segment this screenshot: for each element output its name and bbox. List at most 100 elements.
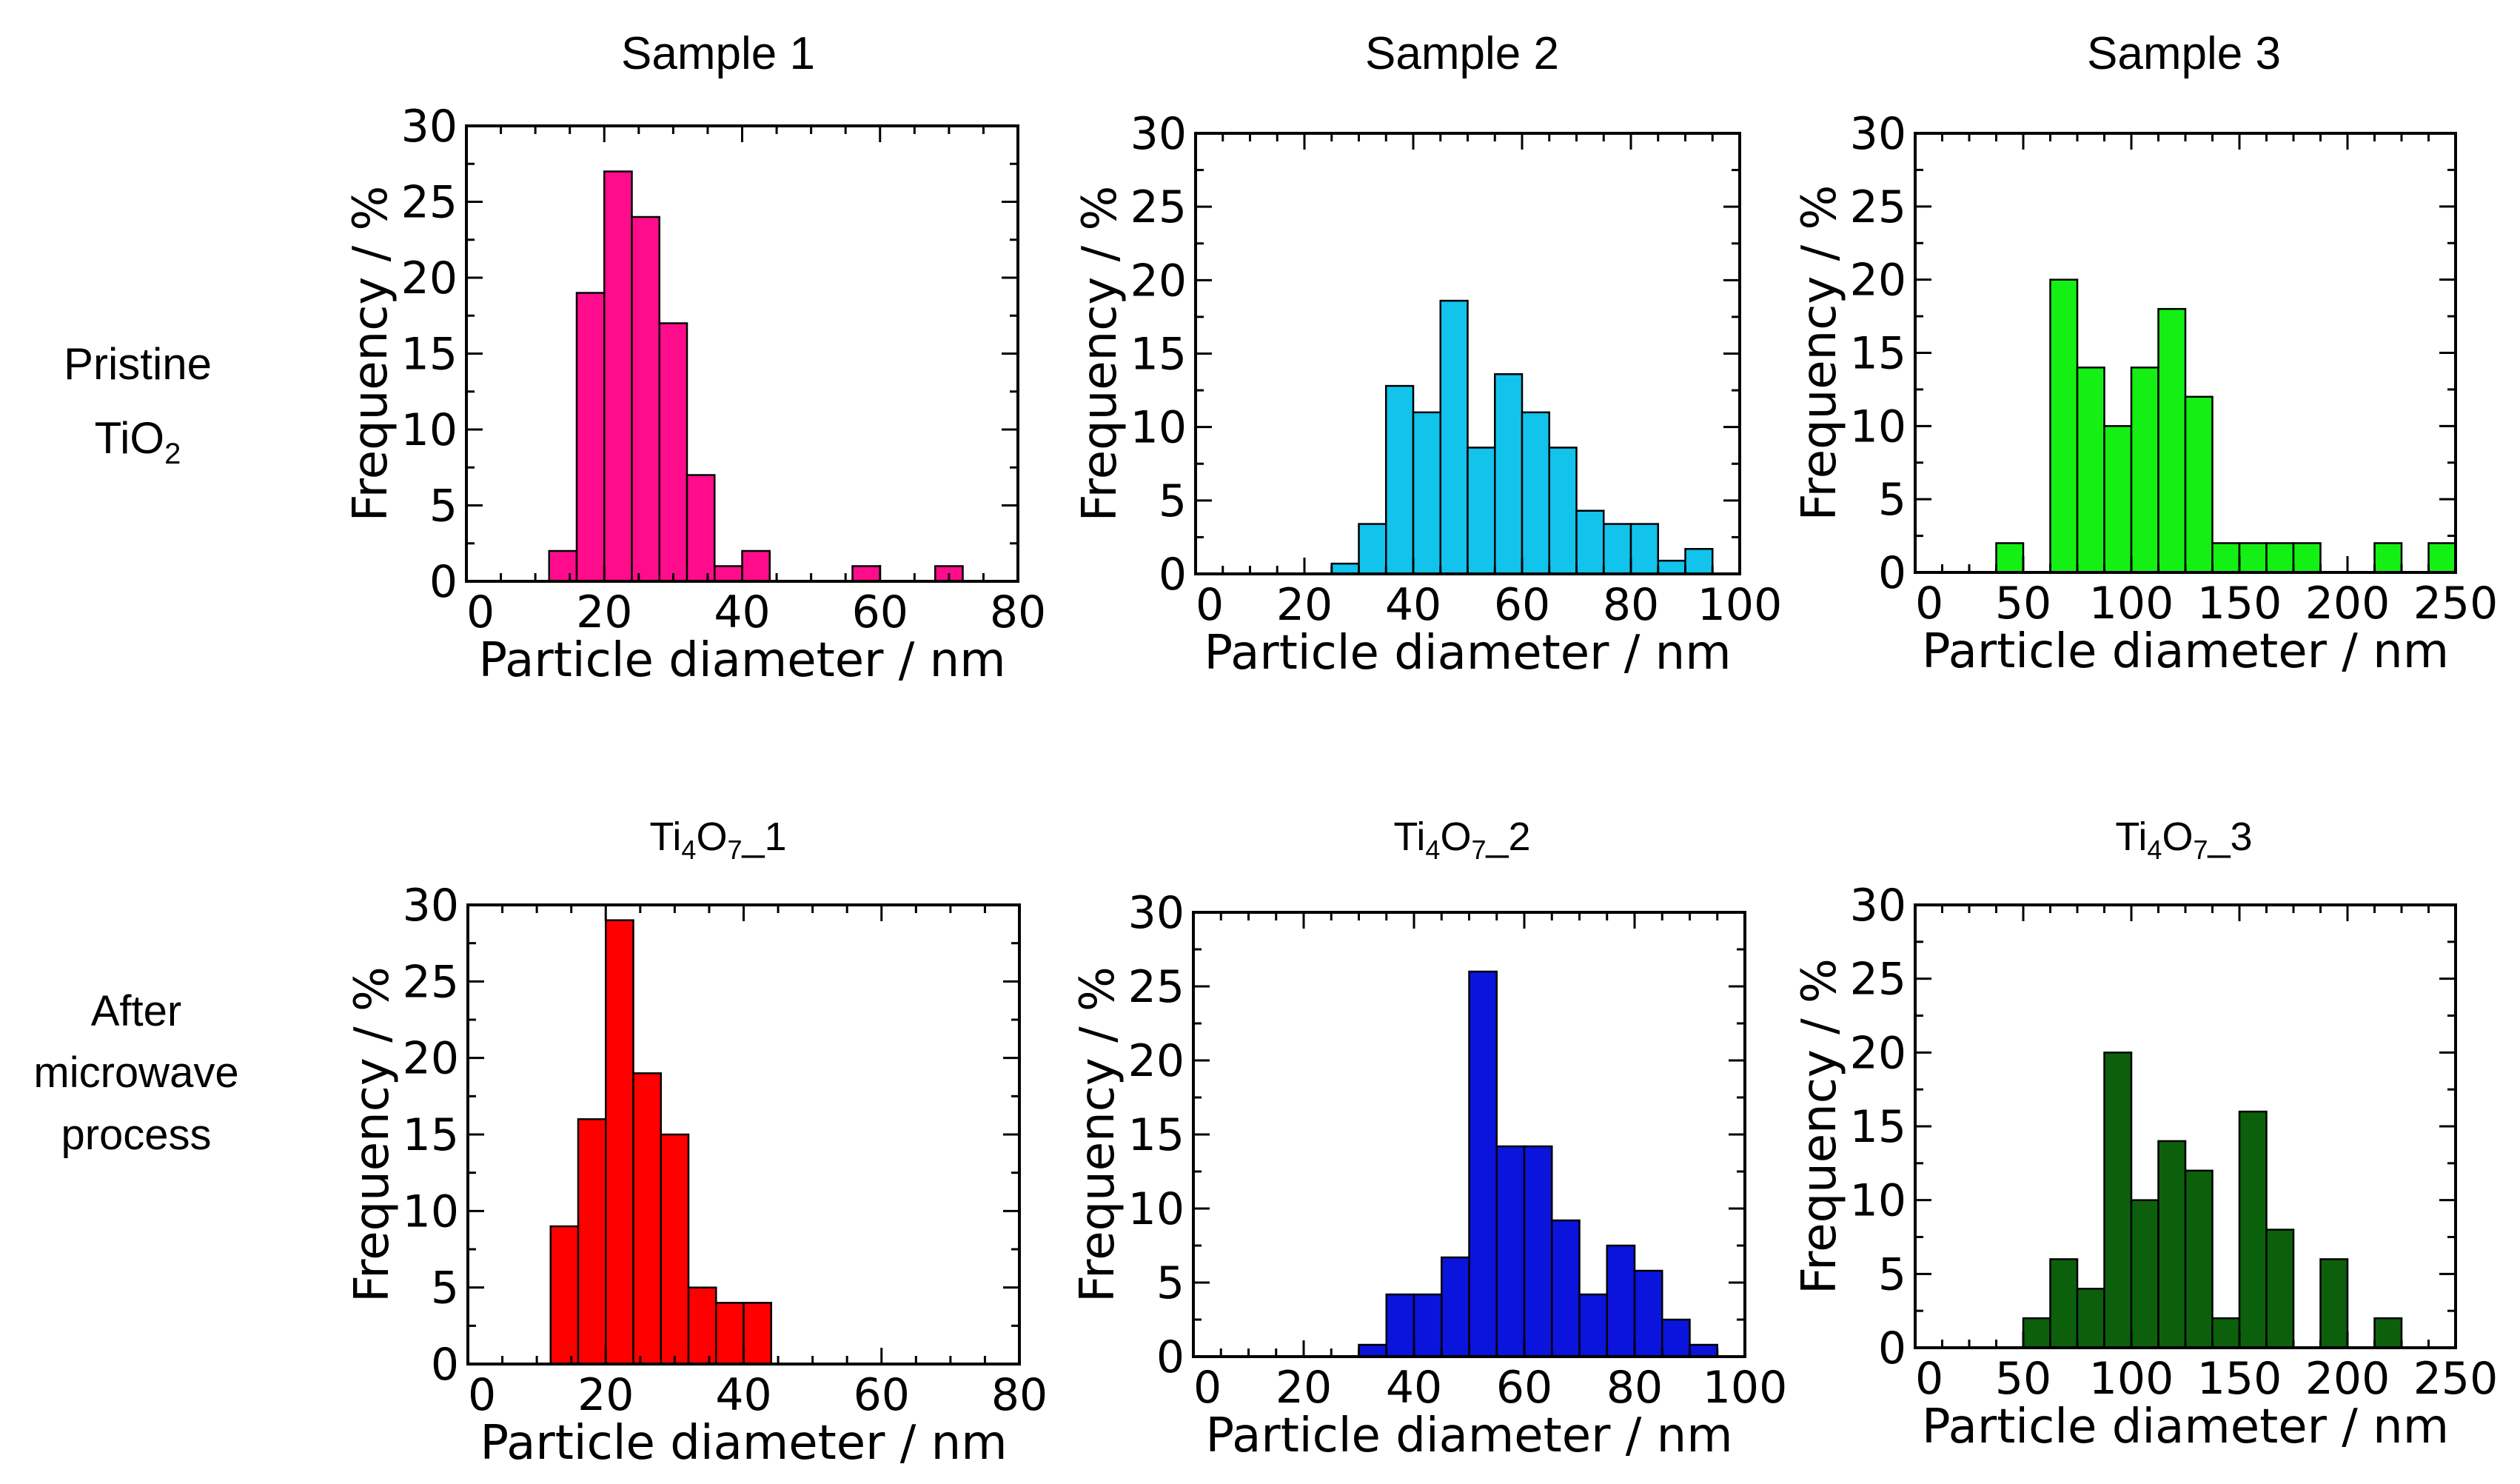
histogram-bar [1494,373,1524,575]
title-sub-4: 4 [2147,835,2162,865]
y-tick-label: 0 [1878,547,1906,599]
histogram-bar [2211,542,2241,574]
histogram-panel-ti4o7-3: 0 50 100 150 200 250 0 5 10 15 20 25 30 Particle diam… [1792,880,2498,1454]
row-label-pristine: Pristine TiO2 [64,339,212,470]
x-tick-label: 100 [2089,1353,2174,1405]
row-label-after-microwave: After microwave process [33,987,238,1159]
y-tick-label: 0 [431,1339,459,1391]
y-tick-label: 0 [1878,1323,1906,1374]
histogram-bar [714,565,743,583]
x-axis-label: Particle diameter / nm [480,1416,1007,1471]
histogram-bar [631,215,660,583]
histogram-bar [1523,1145,1553,1358]
title-suffix: _3 [2207,815,2252,859]
y-tick-label: 5 [431,1263,459,1314]
x-tick-label: 50 [1995,578,2051,629]
y-tick-label: 30 [403,880,459,932]
y-tick-label: 10 [403,1186,459,1237]
histogram-bar [687,1286,717,1366]
histogram-panel-ti4o7-1: 0 20 40 60 80 0 5 10 15 20 25 30 Particle diameter /… [345,880,1048,1471]
x-tick-label: 20 [577,1369,634,1421]
histogram-bar [2103,1052,2133,1349]
histogram-bar [1385,1293,1415,1358]
x-tick-label: 200 [2305,578,2390,629]
histogram-bar [2076,367,2105,574]
x-tick-label: 40 [714,586,770,638]
histogram-bar [715,1302,745,1366]
y-tick-label: 30 [401,101,458,153]
histogram-bar [1575,509,1605,575]
subplot-title-ti4o7-1: Ti4O7_1 [649,815,786,865]
x-tick-label: 80 [990,586,1046,638]
y-axis-label: Frequency / % [1070,966,1125,1303]
title-sub-4: 4 [681,835,696,865]
histogram-bar [2238,1110,2268,1349]
title-o: O [696,815,727,859]
y-tick-label: 15 [401,329,458,381]
histogram-bar [658,322,688,583]
x-tick-label: 20 [576,586,632,638]
histogram-bar [1439,299,1469,575]
histogram-bar [2238,542,2268,574]
histogram-bar [686,474,716,583]
x-tick-label: 200 [2305,1353,2390,1405]
row-label-after-line3: process [61,1111,211,1159]
x-tick-label: 50 [1995,1353,2051,1405]
histogram-bar [605,919,634,1366]
x-tick-label: 80 [1603,579,1659,631]
histogram-bar [851,565,881,583]
histogram-bar [743,1302,772,1366]
y-axis-label: Frequency / % [345,966,400,1303]
title-ti: Ti [1393,815,1425,859]
y-tick-label: 30 [1130,108,1187,160]
y-tick-label: 0 [1156,1331,1184,1383]
histogram-bar [1468,970,1498,1358]
row-label-after-line1: After [91,987,182,1035]
histogram-bar [1633,1269,1663,1358]
y-tick-label: 20 [401,253,458,304]
y-axis-label: Frequency / % [1792,958,1847,1294]
histogram-bar [2130,367,2159,574]
histogram-bar [1551,1219,1581,1358]
y-tick-label: 15 [1850,328,1906,380]
histogram-bar [2076,1288,2105,1349]
histogram-bar [577,1118,607,1366]
y-tick-label: 20 [1128,1035,1184,1087]
histogram-bar [2373,542,2403,574]
y-tick-label: 15 [1130,329,1187,381]
histogram-bar [1548,447,1578,575]
histogram-bar [575,292,606,583]
x-tick-label: 250 [2413,578,2499,629]
histogram-bar [603,170,633,583]
histogram-bar [2265,1229,2295,1349]
x-axis-label: Particle diameter / nm [1922,624,2449,679]
plot-frame [465,124,1019,583]
y-tick-label: 10 [1850,401,1906,452]
row-label-after-line2: microwave [33,1049,238,1097]
histogram-bar [2022,1317,2051,1349]
y-tick-label: 10 [1130,402,1187,454]
title-sub-4: 4 [1425,835,1440,865]
column-title-sample-3: Sample 3 [2087,28,2281,79]
histogram-bar [1995,542,2025,574]
y-tick-label: 15 [1850,1101,1906,1153]
y-tick-label: 25 [403,956,459,1008]
histogram-bar [1330,562,1360,575]
row-label-tio-text: TiO [95,413,164,463]
title-suffix: _1 [741,815,786,859]
x-tick-label: 20 [1276,1362,1332,1414]
histogram-bar [1358,1343,1387,1358]
histogram-bar [1684,548,1714,575]
title-sub-7: 7 [2193,835,2208,865]
title-ti: Ti [2115,815,2147,859]
x-tick-label: 40 [1386,1362,1442,1414]
title-suffix: _2 [1485,815,1530,859]
title-sub-7: 7 [727,835,742,865]
histogram-bar [1495,1145,1526,1358]
histogram-bar [2427,542,2457,574]
title-o: O [1440,815,1471,859]
y-tick-label: 5 [1159,475,1187,527]
y-tick-label: 15 [1128,1109,1184,1161]
title-sub-7: 7 [1471,835,1486,865]
x-tick-label: 0 [1915,578,1943,629]
